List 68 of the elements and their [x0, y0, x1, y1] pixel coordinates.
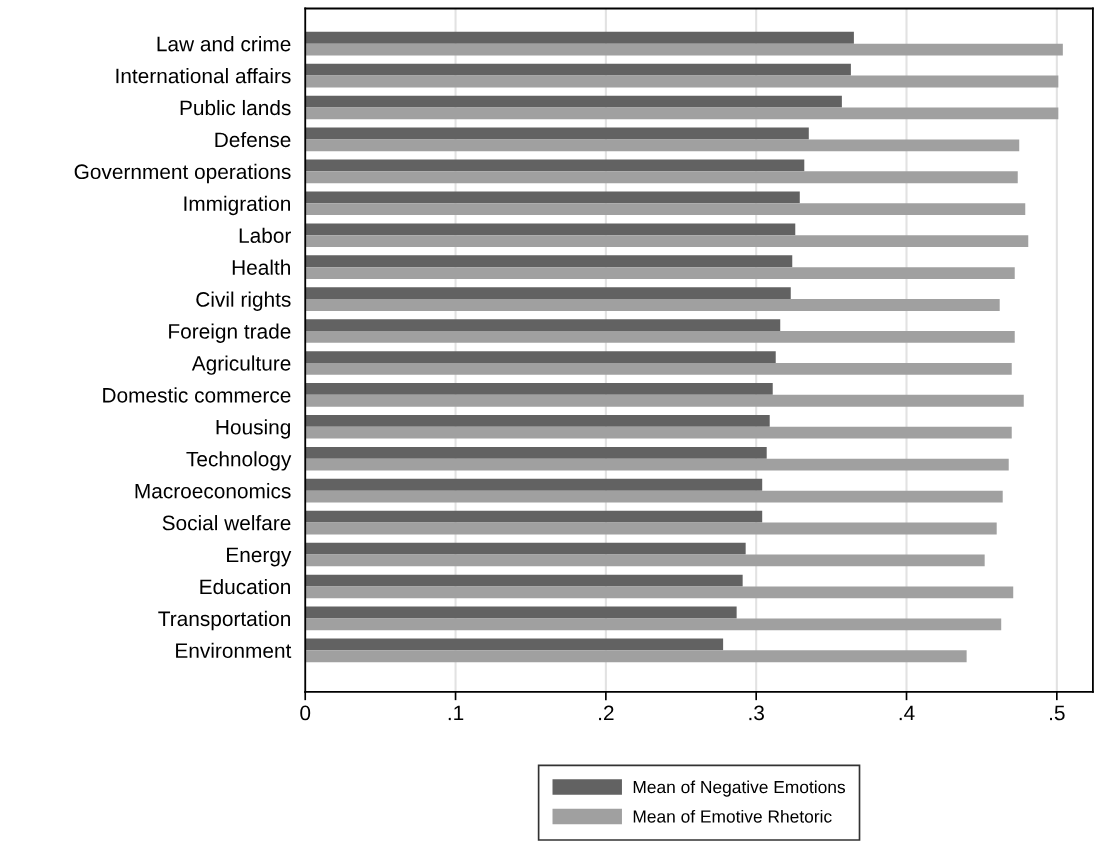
bar [305, 107, 1059, 120]
bar [305, 522, 997, 535]
y-tick-label: Defense [215, 131, 291, 148]
y-tick-label: Technology [186, 451, 292, 471]
y-tick-label: Government operations [74, 163, 291, 184]
y-tick-label: Education [200, 578, 290, 595]
bar [305, 95, 842, 108]
bar [305, 394, 1024, 407]
x-tick-label: .3 [749, 705, 764, 721]
y-tick-label: Civil rights [196, 291, 291, 311]
y-tick-label: Agriculture [191, 355, 291, 375]
bar [305, 223, 796, 236]
bar [305, 31, 854, 44]
bar [305, 287, 791, 300]
bar [305, 235, 1029, 248]
bar [305, 331, 1015, 343]
bar [305, 127, 809, 140]
bar [305, 319, 781, 332]
x-tick-label: 0 [300, 705, 311, 721]
x-tick-label: .5 [1050, 705, 1065, 721]
bar [305, 426, 1012, 439]
legend-label: Mean of Negative Emotions [633, 780, 846, 797]
x-tick-label: .1 [448, 705, 464, 721]
y-tick-label: Transportation [158, 610, 290, 631]
x-tick-label: .2 [599, 705, 614, 721]
bar [305, 75, 1059, 88]
bar [305, 255, 793, 268]
y-tick-label: Labor [239, 227, 291, 243]
bar [305, 63, 851, 76]
bar [305, 139, 1020, 152]
y-tick-label: Energy [227, 547, 292, 567]
bar [305, 267, 1015, 279]
y-tick-label: Foreign trade [169, 323, 291, 343]
bar [305, 606, 737, 619]
bar [305, 618, 1002, 631]
legend-label: Mean of Emotive Rhetoric [633, 809, 832, 823]
bar [305, 191, 800, 204]
y-tick-label: Environment [176, 642, 292, 659]
bar [305, 574, 743, 587]
bar [305, 638, 724, 651]
y-tick-label: Health [232, 259, 290, 275]
bar [305, 478, 763, 491]
bar [305, 159, 805, 172]
bar [305, 586, 1014, 599]
bar [305, 203, 1026, 216]
bar [305, 458, 1009, 471]
y-tick-label: Immigration [184, 195, 290, 216]
bar [305, 43, 1063, 56]
bar [305, 362, 1012, 375]
bar [305, 299, 1000, 311]
bar [305, 171, 1018, 184]
y-tick-label: Housing [216, 419, 290, 439]
bar [305, 510, 763, 523]
y-tick-label: Social welfare [162, 515, 291, 531]
x-tick-label: .4 [899, 705, 915, 721]
bar [305, 351, 776, 363]
y-tick-label: Domestic commerce [103, 387, 291, 403]
bar [305, 383, 773, 395]
bar [305, 542, 746, 555]
bar [305, 554, 985, 567]
bar [305, 446, 767, 459]
bar [305, 414, 770, 427]
y-tick-label: International affairs [116, 68, 291, 84]
y-tick-label: Public lands [180, 99, 291, 116]
y-tick-label: Law and crime [157, 36, 291, 52]
bar [305, 490, 1003, 503]
y-tick-label: Macroeconomics [135, 483, 291, 499]
bar [305, 650, 967, 663]
